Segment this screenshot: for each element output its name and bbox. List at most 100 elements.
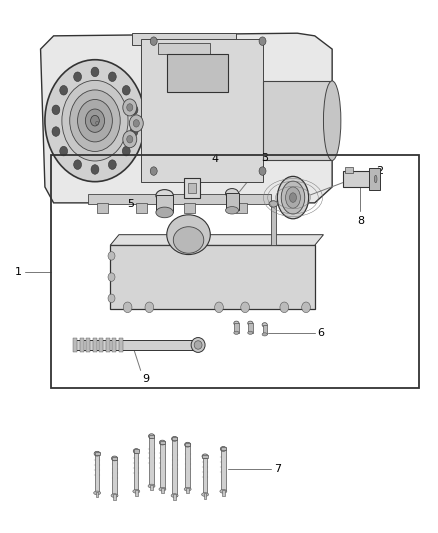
Bar [248, 323, 253, 333]
Circle shape [129, 115, 143, 132]
Bar [185, 443, 190, 446]
Bar [113, 337, 116, 352]
Ellipse shape [374, 175, 377, 183]
Circle shape [122, 147, 130, 156]
Bar [106, 337, 110, 352]
Bar [184, 179, 200, 198]
Bar [237, 203, 247, 214]
Text: o: o [95, 120, 99, 126]
Bar [119, 337, 123, 352]
Bar [136, 203, 147, 214]
Bar [173, 440, 177, 496]
Circle shape [122, 85, 130, 95]
Bar [135, 490, 138, 496]
Circle shape [62, 80, 128, 161]
Circle shape [74, 72, 81, 82]
Bar [222, 490, 225, 496]
Ellipse shape [262, 322, 267, 327]
Circle shape [215, 302, 223, 313]
Bar [160, 443, 165, 489]
Bar [134, 452, 138, 491]
Ellipse shape [133, 449, 139, 454]
Bar [149, 434, 154, 438]
Bar [99, 337, 103, 352]
Bar [184, 203, 195, 214]
Circle shape [78, 100, 113, 142]
Ellipse shape [172, 437, 178, 441]
Ellipse shape [234, 321, 239, 325]
Ellipse shape [277, 176, 309, 219]
Circle shape [130, 105, 138, 115]
Bar [51, 155, 419, 389]
Bar [345, 167, 353, 173]
Bar [73, 337, 77, 352]
Text: 4: 4 [211, 154, 218, 164]
Circle shape [259, 37, 266, 45]
Bar [113, 495, 116, 500]
Ellipse shape [111, 494, 118, 497]
Bar [167, 54, 228, 92]
Bar [73, 340, 193, 350]
Bar [95, 452, 100, 455]
Text: 6: 6 [318, 328, 325, 338]
Bar [93, 337, 97, 352]
Bar [160, 441, 165, 444]
Ellipse shape [286, 187, 300, 208]
Bar [95, 455, 99, 493]
Circle shape [130, 127, 138, 136]
Bar [86, 337, 90, 352]
Circle shape [133, 119, 139, 127]
Ellipse shape [112, 456, 117, 461]
Bar [132, 33, 237, 45]
Circle shape [108, 294, 115, 303]
Ellipse shape [156, 190, 173, 201]
Bar [221, 450, 226, 491]
Text: 5: 5 [127, 199, 134, 209]
Ellipse shape [194, 341, 202, 349]
Bar [185, 446, 190, 489]
Bar [156, 196, 173, 213]
Ellipse shape [184, 487, 191, 491]
Ellipse shape [281, 181, 305, 214]
Bar [96, 492, 99, 497]
Circle shape [123, 302, 132, 313]
Circle shape [52, 105, 60, 115]
Bar [186, 488, 189, 494]
Ellipse shape [185, 442, 191, 447]
Ellipse shape [159, 440, 166, 445]
Ellipse shape [290, 193, 297, 203]
Circle shape [109, 160, 116, 169]
Ellipse shape [202, 454, 208, 459]
Circle shape [150, 37, 157, 45]
Polygon shape [41, 33, 332, 203]
Text: 3: 3 [261, 153, 268, 163]
Ellipse shape [226, 207, 239, 214]
Circle shape [70, 90, 120, 151]
Bar [158, 43, 210, 54]
Ellipse shape [191, 337, 205, 352]
Bar [97, 203, 108, 214]
Ellipse shape [94, 451, 100, 456]
Bar [262, 81, 332, 160]
Bar [112, 457, 117, 460]
Circle shape [145, 302, 154, 313]
Bar [150, 485, 153, 490]
Ellipse shape [173, 227, 204, 253]
Bar [343, 171, 376, 187]
Circle shape [123, 99, 137, 116]
Circle shape [85, 109, 105, 132]
Circle shape [91, 67, 99, 77]
Bar [369, 168, 380, 190]
Ellipse shape [248, 331, 253, 334]
Circle shape [259, 167, 266, 175]
Circle shape [52, 127, 60, 136]
Ellipse shape [269, 201, 278, 207]
Circle shape [91, 115, 99, 126]
Circle shape [127, 104, 133, 111]
Ellipse shape [226, 189, 239, 198]
Text: 9: 9 [142, 374, 149, 384]
Bar [234, 323, 239, 333]
Ellipse shape [171, 494, 178, 497]
Bar [204, 494, 206, 499]
Ellipse shape [262, 333, 267, 336]
